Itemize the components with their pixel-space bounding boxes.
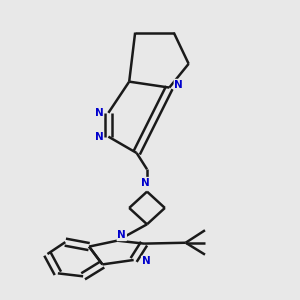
Text: N: N — [141, 178, 150, 188]
Text: N: N — [117, 230, 126, 240]
Text: N: N — [175, 80, 183, 90]
Text: N: N — [94, 108, 103, 118]
Text: N: N — [94, 132, 103, 142]
Text: N: N — [142, 256, 151, 266]
